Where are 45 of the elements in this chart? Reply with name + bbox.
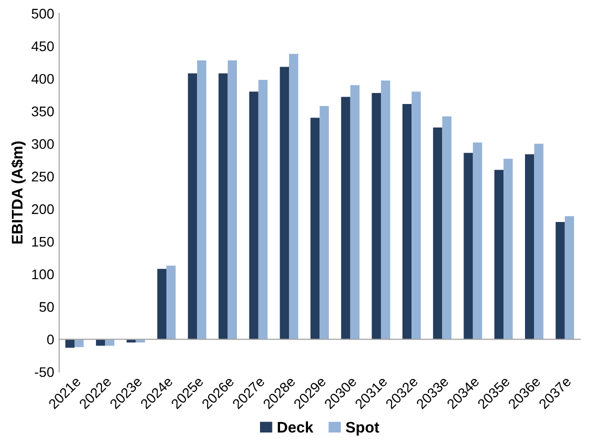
bar: [96, 339, 106, 346]
legend-label: Deck: [278, 421, 314, 433]
bar: [464, 152, 473, 340]
y-tick-label: 400: [31, 74, 54, 84]
bar: [442, 116, 452, 340]
bar: [556, 222, 565, 340]
bar: [228, 60, 237, 340]
bar: [341, 96, 350, 340]
y-tick-label: 500: [32, 8, 54, 19]
bar: [380, 80, 390, 340]
bar: [412, 92, 421, 340]
y-tick-label: 0: [47, 334, 54, 344]
bar: [157, 268, 166, 340]
bar: [534, 144, 544, 340]
y-tick-label: 450: [31, 41, 54, 52]
y-tick-label: 350: [32, 106, 54, 116]
y-tick-label: -50: [34, 367, 54, 378]
y-tick-label: 100: [32, 269, 54, 280]
bar: [402, 104, 412, 340]
bar: [105, 339, 114, 346]
bar: [258, 80, 268, 340]
bar: [494, 170, 504, 340]
y-tick-label: 300: [32, 139, 54, 149]
bar: [433, 127, 442, 340]
legend-label: Spot: [346, 422, 380, 436]
bar: [218, 73, 228, 340]
bar: [310, 118, 320, 340]
bar: [197, 60, 206, 340]
bar: [320, 106, 329, 340]
bar: [564, 216, 574, 340]
bar: [280, 66, 290, 340]
bar: [166, 266, 176, 340]
y-tick-label: 50: [39, 302, 54, 312]
y-tick-label: 150: [32, 236, 54, 247]
bar: [249, 92, 258, 340]
bar: [188, 73, 198, 340]
bar: [525, 154, 534, 340]
bar: [472, 142, 482, 340]
bar: [350, 85, 360, 340]
y-tick-label: 200: [32, 204, 54, 214]
bar: [289, 54, 298, 340]
y-tick-label: 250: [32, 172, 54, 182]
y-axis-title: EBITDA (A$m): [11, 141, 26, 244]
bar: [504, 158, 513, 340]
bar: [372, 92, 381, 340]
